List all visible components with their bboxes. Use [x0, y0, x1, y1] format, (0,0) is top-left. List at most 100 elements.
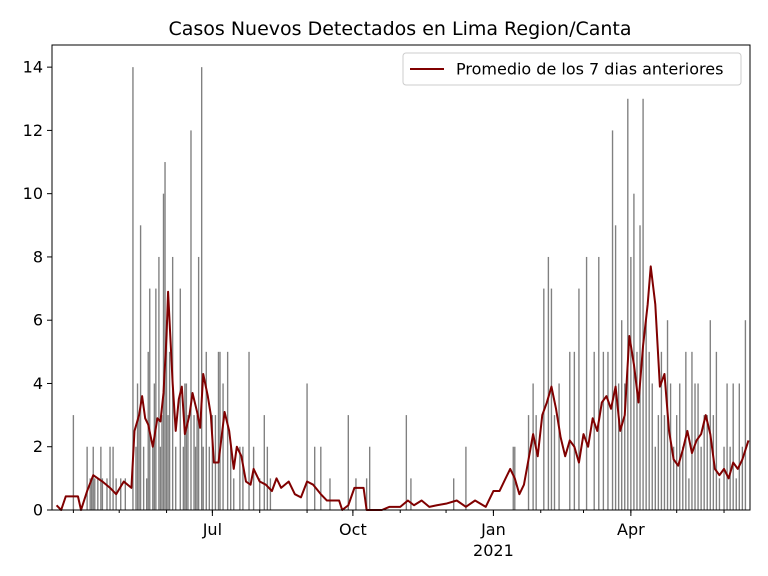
bar — [732, 383, 734, 510]
chart-title: Casos Nuevos Detectados en Lima Region/C… — [168, 18, 631, 40]
bar — [263, 415, 265, 510]
bar — [706, 415, 708, 510]
bar — [532, 383, 534, 510]
bar — [147, 351, 149, 510]
bar — [744, 320, 747, 510]
bar — [184, 383, 186, 510]
bar — [320, 446, 322, 510]
bar — [639, 225, 641, 510]
y-tick-label: 10 — [23, 184, 43, 203]
bar — [347, 415, 349, 510]
bar — [697, 383, 699, 510]
bar — [153, 383, 156, 510]
bar — [365, 478, 368, 510]
bar — [355, 478, 357, 510]
bar — [558, 383, 560, 510]
x-tick-year-label: 2021 — [473, 541, 514, 560]
average-line — [55, 265, 750, 511]
bar — [187, 415, 189, 510]
bar — [185, 383, 188, 510]
bar — [112, 446, 114, 510]
bar — [741, 446, 744, 510]
bar — [611, 130, 614, 510]
bar — [512, 446, 514, 510]
legend-label: Promedio de los 7 dias anteriores — [456, 60, 723, 79]
bar — [657, 415, 660, 510]
bar — [723, 446, 725, 510]
bar — [222, 383, 224, 510]
bar — [410, 478, 412, 510]
bar — [200, 67, 203, 510]
bar — [136, 383, 139, 510]
bar — [405, 415, 408, 510]
bar — [193, 415, 195, 510]
plot-frame — [51, 44, 751, 511]
bar — [92, 446, 94, 510]
bar — [553, 415, 556, 510]
bar — [691, 351, 693, 510]
bar — [679, 383, 681, 510]
bar — [248, 351, 250, 510]
bar — [642, 98, 644, 510]
bar — [132, 67, 134, 510]
bar — [617, 383, 620, 510]
bar — [72, 415, 75, 510]
bar — [211, 415, 214, 510]
bar — [139, 225, 142, 510]
bar — [663, 415, 666, 510]
legend-box — [402, 52, 742, 86]
bar — [135, 446, 137, 510]
bar — [585, 256, 588, 510]
bar — [217, 351, 220, 510]
bar — [718, 478, 721, 510]
bar — [165, 320, 168, 510]
bar — [685, 351, 687, 510]
x-tick-label: Jul — [202, 520, 222, 539]
bar — [230, 446, 232, 510]
bar — [654, 446, 656, 510]
bar — [205, 351, 207, 510]
bar — [636, 351, 638, 510]
bar — [109, 446, 111, 510]
bar — [197, 256, 200, 510]
bar — [738, 383, 740, 510]
bar — [155, 288, 157, 510]
bar — [465, 446, 467, 510]
bar — [726, 383, 728, 510]
average-line-layer — [55, 265, 750, 511]
bar — [535, 415, 537, 510]
bar — [543, 288, 545, 510]
bar — [138, 415, 140, 510]
bar — [242, 446, 244, 510]
bar — [715, 351, 718, 510]
bar — [86, 446, 88, 510]
bar — [369, 446, 371, 510]
bar — [94, 478, 96, 510]
bar — [703, 415, 705, 510]
bar — [120, 478, 122, 510]
bar — [735, 478, 737, 510]
bar — [607, 351, 609, 510]
bar — [598, 256, 600, 510]
bar — [648, 351, 650, 510]
bar — [89, 478, 91, 510]
y-tick-label: 0 — [33, 501, 43, 520]
bar — [624, 383, 626, 510]
bar — [124, 478, 126, 510]
bar — [142, 446, 145, 510]
bar — [168, 351, 171, 510]
bar — [593, 351, 595, 510]
bar — [194, 446, 197, 510]
bar — [633, 193, 635, 511]
y-tick-label: 12 — [23, 121, 43, 140]
bar — [682, 446, 684, 510]
bar — [100, 446, 102, 510]
bar — [182, 446, 185, 510]
bar — [162, 193, 165, 511]
bar — [149, 288, 151, 510]
x-tick-label: Jan — [480, 520, 506, 539]
x-tick-label: Oct — [339, 520, 367, 539]
bar — [266, 446, 269, 510]
bar — [196, 415, 198, 510]
